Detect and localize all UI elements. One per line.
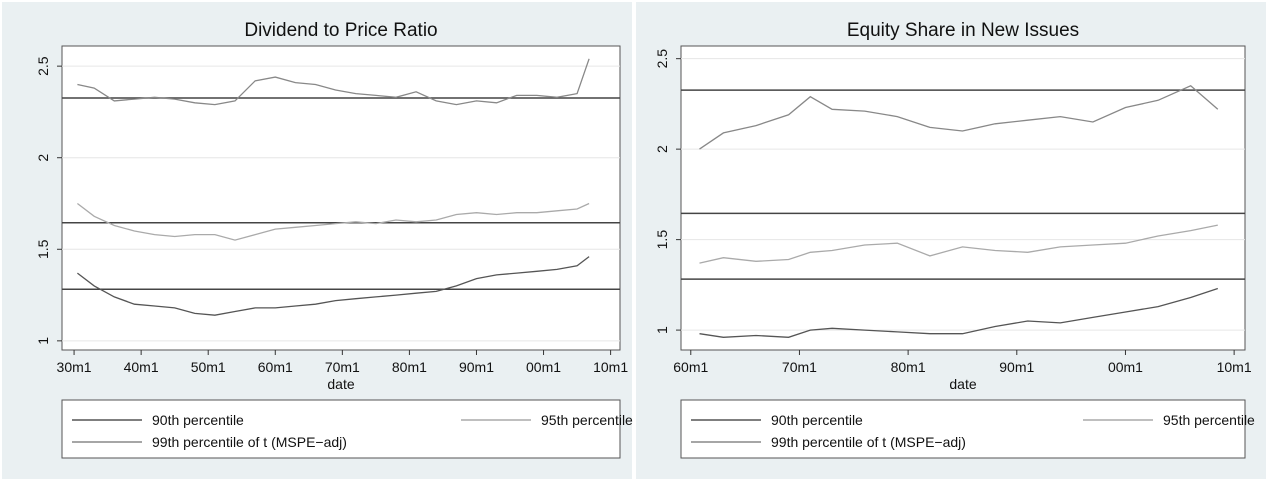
legend-label: 95th percentile bbox=[1163, 412, 1255, 428]
y-tick-label: 1.5 bbox=[35, 239, 51, 259]
x-tick-label: 70m1 bbox=[325, 359, 360, 375]
x-tick-label: 00m1 bbox=[526, 359, 561, 375]
legend-box bbox=[61, 399, 621, 459]
legend-label: 90th percentile bbox=[152, 412, 244, 428]
series-line bbox=[77, 256, 590, 316]
panel: Dividend to Price Ratio 1 1.5 2 2.5 30m1 40m1 5… bbox=[2, 2, 633, 479]
x-tick-label: 90m1 bbox=[459, 359, 494, 375]
x-tick-label: 60m1 bbox=[673, 359, 708, 375]
x-axis-label: date bbox=[327, 376, 354, 392]
x-tick-label: 40m1 bbox=[124, 359, 159, 375]
plot-area bbox=[61, 45, 621, 351]
plot-area bbox=[680, 45, 1246, 351]
y-tick-label: 1 bbox=[35, 337, 51, 345]
chart-title: Equity Share in New Issues bbox=[847, 20, 1079, 41]
legend-box bbox=[680, 399, 1246, 459]
x-tick-label: 10m1 bbox=[593, 359, 628, 375]
chart-title: Dividend to Price Ratio bbox=[244, 20, 437, 41]
y-tick-label: 2.5 bbox=[35, 56, 51, 76]
y-tick-label: 2.5 bbox=[654, 49, 670, 69]
x-tick-label: 70m1 bbox=[782, 359, 817, 375]
x-tick-label: 50m1 bbox=[191, 359, 226, 375]
x-tick-label: 00m1 bbox=[1108, 359, 1143, 375]
series-line bbox=[699, 287, 1219, 338]
panel: Equity Share in New Issues 1 1.5 2 2.5 60m1 70… bbox=[636, 2, 1266, 479]
y-tick-label: 2 bbox=[654, 145, 670, 153]
series-line bbox=[699, 224, 1218, 264]
series-line bbox=[77, 202, 590, 241]
x-tick-label: 90m1 bbox=[999, 359, 1034, 375]
series-line bbox=[699, 85, 1219, 150]
y-tick-label: 1.5 bbox=[654, 230, 670, 250]
x-tick-label: 60m1 bbox=[258, 359, 293, 375]
legend-label: 90th percentile bbox=[771, 412, 863, 428]
legend-label: 99th percentile of t (MSPE−adj) bbox=[771, 434, 966, 450]
y-tick-label: 2 bbox=[35, 154, 51, 162]
x-axis-label: date bbox=[949, 376, 976, 392]
x-tick-label: 30m1 bbox=[57, 359, 92, 375]
y-tick-label: 1 bbox=[654, 326, 670, 334]
legend-label: 95th percentile bbox=[541, 412, 633, 428]
legend-label: 99th percentile of t (MSPE−adj) bbox=[152, 434, 347, 450]
x-tick-label: 80m1 bbox=[392, 359, 427, 375]
x-tick-label: 80m1 bbox=[891, 359, 926, 375]
x-tick-label: 10m1 bbox=[1217, 359, 1252, 375]
series-line bbox=[77, 58, 590, 106]
